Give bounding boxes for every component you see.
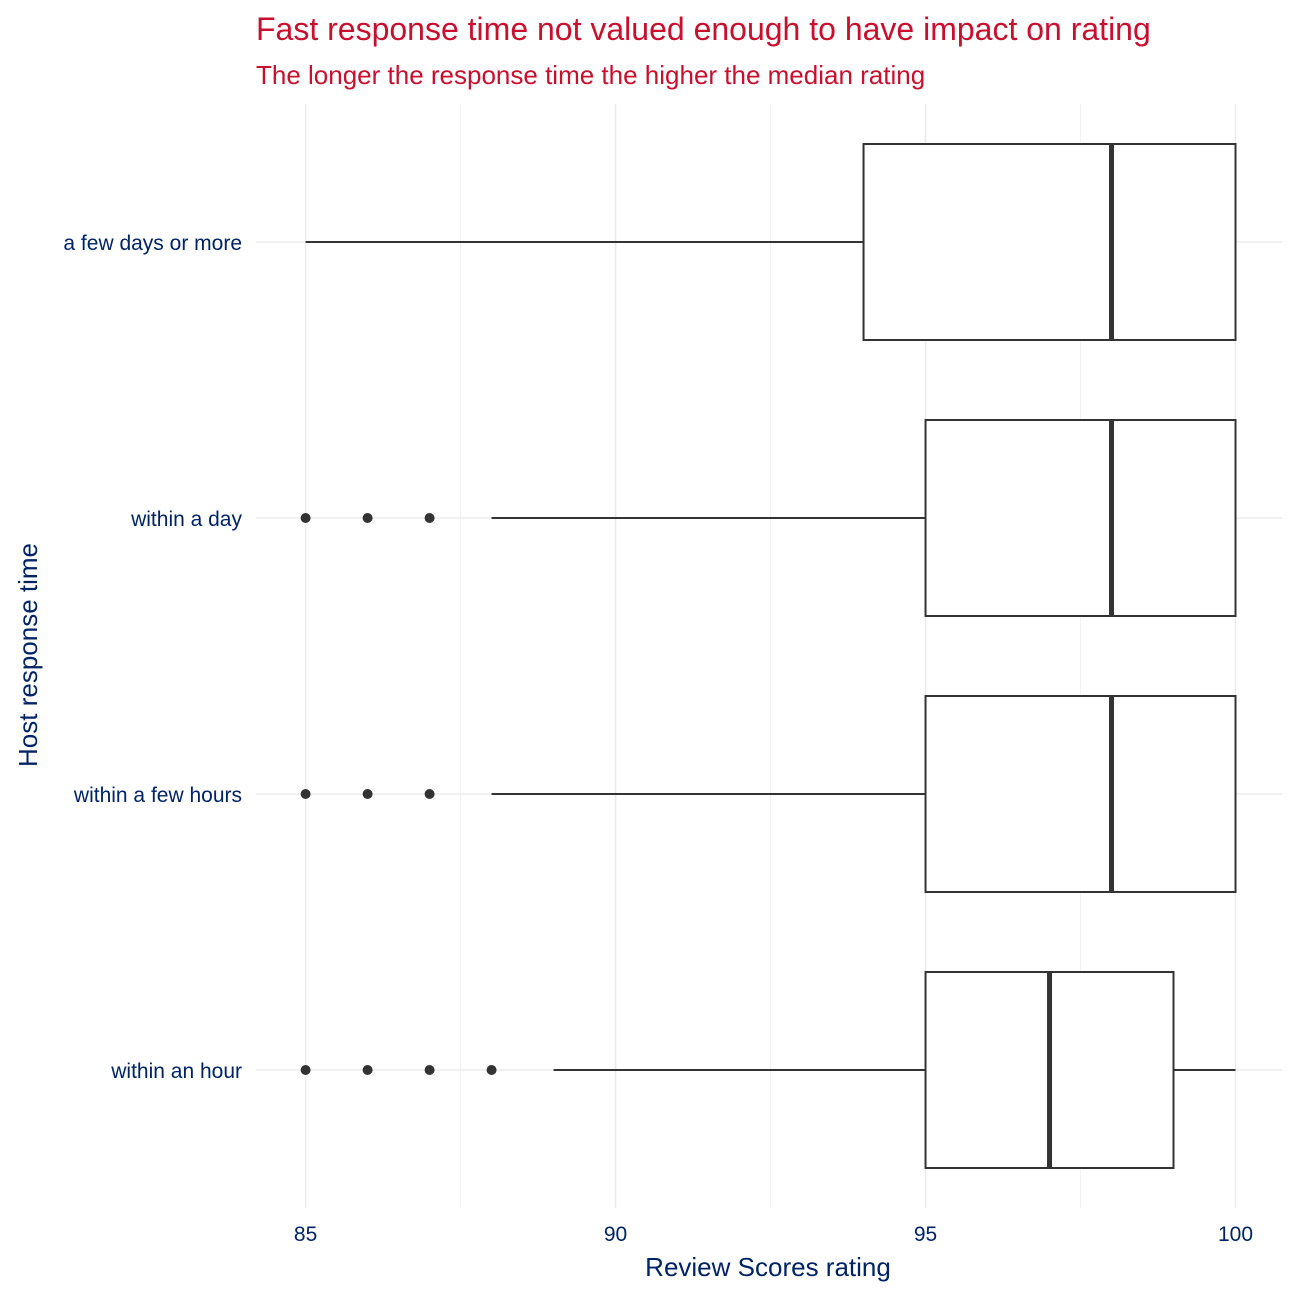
y-axis-title: Host response time <box>13 543 43 767</box>
outlier-point <box>424 789 435 799</box>
y-axis-ticks: within an hour within a few hours within a… <box>63 232 242 1083</box>
y-tick-label: within an hour <box>110 1060 242 1083</box>
y-tick-label: within a day <box>130 508 242 531</box>
outlier-point <box>362 789 373 799</box>
chart-subtitle: The longer the response time the higher … <box>256 60 925 90</box>
outlier-point <box>362 1065 373 1075</box>
box <box>924 695 1237 893</box>
x-axis-ticks: 85 90 95 100 <box>294 1223 1253 1246</box>
outlier-point <box>486 1065 497 1075</box>
outlier-point <box>300 789 311 799</box>
x-axis-title: Review Scores rating <box>645 1252 891 1282</box>
boxplot <box>300 419 1237 617</box>
outlier-point <box>300 1065 311 1075</box>
y-tick-label: a few days or more <box>63 232 242 255</box>
box <box>862 143 1237 341</box>
outlier-point <box>424 513 435 523</box>
x-tick-label: 85 <box>294 1223 317 1246</box>
x-tick-label: 100 <box>1218 1223 1253 1246</box>
outlier-point <box>362 513 373 523</box>
boxplots <box>300 143 1237 1169</box>
box <box>924 419 1237 617</box>
x-tick-label: 95 <box>914 1223 937 1246</box>
boxplot <box>305 143 1237 341</box>
outlier-point <box>300 513 311 523</box>
boxplot <box>300 971 1236 1169</box>
outlier-point <box>424 1065 435 1075</box>
chart-title: Fast response time not valued enough to … <box>256 11 1151 47</box>
boxplot <box>300 695 1237 893</box>
x-tick-label: 90 <box>604 1223 627 1246</box>
y-tick-label: within a few hours <box>73 784 242 807</box>
